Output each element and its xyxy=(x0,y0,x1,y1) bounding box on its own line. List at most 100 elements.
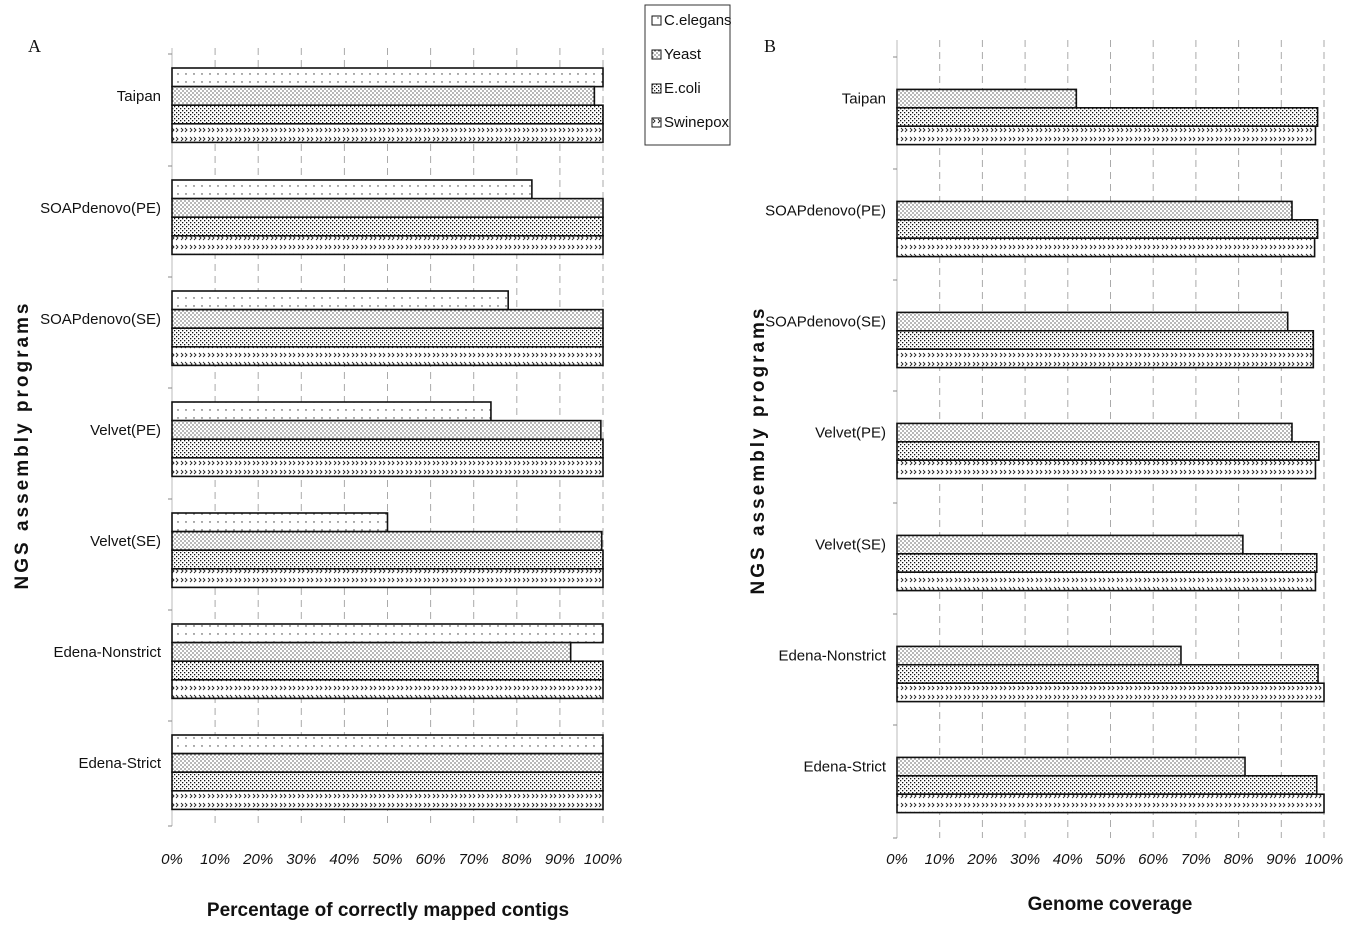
bar-yeast-soapdenovo-se xyxy=(896,311,1289,332)
legend-label-e-coli: E.coli xyxy=(664,80,701,97)
bar-yeast-velvet-se xyxy=(171,530,603,551)
x-tick-label: 20% xyxy=(242,851,273,868)
category-label-velvet-pe: Velvet(PE) xyxy=(815,425,886,442)
legend-swatch-yeast xyxy=(651,49,662,60)
bar-yeast-edena-strict xyxy=(896,756,1246,777)
legend-label-c-elegans: C.elegans xyxy=(664,12,732,29)
x-tick-label: 60% xyxy=(416,851,446,868)
x-tick-label: 100% xyxy=(584,851,622,868)
bar-e-coli-edena-nonstrict xyxy=(171,660,604,681)
category-labels: Taipan SOAPdenovo(PE) SOAPdenovo(SE) Velvet… xyxy=(40,88,162,772)
bar-swinepox-edena-strict xyxy=(896,793,1325,814)
bar-yeast-soapdenovo-pe xyxy=(171,197,604,219)
x-tick-label: 90% xyxy=(1266,851,1296,868)
bar-swinepox-velvet-se xyxy=(171,567,604,589)
bar-swinepox-soapdenovo-pe xyxy=(896,237,1316,258)
bar-yeast-taipan xyxy=(171,85,596,106)
y-axis-title: NGS assembly programs xyxy=(748,306,769,595)
category-label-soapdenovo-pe: SOAPdenovo(PE) xyxy=(40,200,161,217)
category-labels: Taipan SOAPdenovo(PE) SOAPdenovo(SE) Velvet… xyxy=(765,91,887,776)
bar-yeast-taipan xyxy=(896,88,1078,109)
bar-c-elegans-velvet-se xyxy=(171,512,389,533)
bar-yeast-velvet-se xyxy=(896,534,1244,555)
x-axis-title: Percentage of correctly mapped contigs xyxy=(207,900,569,921)
legend-swatch-c-elegans xyxy=(651,15,662,26)
bar-e-coli-edena-strict xyxy=(896,774,1318,795)
x-tick-label: 40% xyxy=(1053,851,1083,868)
category-label-velvet-se: Velvet(SE) xyxy=(90,533,161,550)
bar-c-elegans-soapdenovo-pe xyxy=(171,179,533,200)
bar-e-coli-soapdenovo-se xyxy=(171,327,604,348)
x-axis-title: Genome coverage xyxy=(1028,894,1193,915)
x-tick-labels: 0% 10% 20% 30% 40% 50% 60% 70% 80% 90% 100% xyxy=(161,851,622,868)
x-tick-label: 30% xyxy=(1010,851,1040,868)
bar-group xyxy=(896,88,1325,814)
category-label-edena-nonstrict: Edena-Nonstrict xyxy=(53,644,161,661)
bar-swinepox-velvet-se xyxy=(896,571,1317,592)
bar-yeast-soapdenovo-pe xyxy=(896,200,1293,221)
bar-swinepox-taipan xyxy=(171,123,604,144)
bar-swinepox-soapdenovo-se xyxy=(171,345,604,367)
x-tick-label: 40% xyxy=(329,851,359,868)
legend-swatch-swinepox xyxy=(651,117,662,128)
panel-letter-b: B xyxy=(764,36,776,56)
bar-yeast-edena-nonstrict xyxy=(896,645,1182,666)
category-label-velvet-pe: Velvet(PE) xyxy=(90,422,161,439)
y-axis-title: NGS assembly programs xyxy=(12,301,33,590)
bar-c-elegans-edena-nonstrict xyxy=(171,623,604,644)
category-label-taipan: Taipan xyxy=(117,88,161,105)
bar-yeast-velvet-pe xyxy=(896,422,1293,443)
legend: C.elegans Yeast E.coli Swinepox xyxy=(644,4,732,146)
x-tick-label: 70% xyxy=(1181,851,1211,868)
bar-e-coli-edena-strict xyxy=(171,771,604,792)
x-tick-label: 50% xyxy=(1095,851,1125,868)
x-tick-label: 20% xyxy=(966,851,997,868)
bar-swinepox-edena-strict xyxy=(171,789,604,811)
x-tick-label: 80% xyxy=(502,851,532,868)
panel-letter-a: A xyxy=(28,36,41,56)
bar-c-elegans-soapdenovo-se xyxy=(171,290,509,311)
category-label-taipan: Taipan xyxy=(842,91,886,108)
bar-swinepox-edena-nonstrict xyxy=(171,678,604,700)
x-tick-label: 10% xyxy=(925,851,955,868)
bar-swinepox-velvet-pe xyxy=(896,459,1317,480)
x-tick-label: 90% xyxy=(545,851,575,868)
x-tick-label: 0% xyxy=(161,851,183,868)
bar-c-elegans-taipan xyxy=(171,67,604,88)
bar-e-coli-velvet-se xyxy=(896,552,1318,573)
x-tick-label: 0% xyxy=(886,851,908,868)
x-tick-label: 60% xyxy=(1138,851,1168,868)
panel-b: B Taipan SOAPdenovo(PE) SOAPdenovo(SE) Velv… xyxy=(748,36,1343,915)
bar-yeast-soapdenovo-se xyxy=(171,308,604,330)
category-label-soapdenovo-se: SOAPdenovo(SE) xyxy=(765,314,886,331)
bar-e-coli-soapdenovo-pe xyxy=(896,219,1319,240)
category-label-edena-strict: Edena-Strict xyxy=(78,755,161,772)
bar-e-coli-edena-nonstrict xyxy=(896,663,1319,684)
panel-a: A Taipan SOAPdenovo(PE) SOAPdenovo(SE) Velv… xyxy=(12,36,622,921)
bar-e-coli-taipan xyxy=(896,107,1319,128)
category-label-edena-strict: Edena-Strict xyxy=(803,759,886,776)
bar-e-coli-velvet-se xyxy=(171,549,604,570)
bar-yeast-edena-nonstrict xyxy=(171,641,572,662)
bar-yeast-velvet-pe xyxy=(171,419,602,441)
bar-c-elegans-velvet-pe xyxy=(171,401,492,422)
x-tick-label: 10% xyxy=(200,851,230,868)
x-tick-label: 100% xyxy=(1305,851,1343,868)
bar-e-coli-taipan xyxy=(171,104,604,125)
category-label-velvet-se: Velvet(SE) xyxy=(815,537,886,554)
bar-swinepox-taipan xyxy=(896,125,1317,146)
bar-e-coli-soapdenovo-se xyxy=(896,329,1315,350)
bar-swinepox-edena-nonstrict xyxy=(896,682,1325,703)
x-tick-label: 50% xyxy=(372,851,402,868)
bar-e-coli-velvet-pe xyxy=(896,440,1320,461)
bar-swinepox-soapdenovo-pe xyxy=(171,235,604,256)
bar-group xyxy=(171,67,604,811)
legend-label-yeast: Yeast xyxy=(664,46,702,63)
category-label-edena-nonstrict: Edena-Nonstrict xyxy=(778,648,886,665)
legend-label-swinepox: Swinepox xyxy=(664,114,730,131)
bar-e-coli-soapdenovo-pe xyxy=(171,216,604,237)
bar-swinepox-velvet-pe xyxy=(171,456,604,478)
bar-yeast-edena-strict xyxy=(171,752,604,773)
x-tick-labels: 0% 10% 20% 30% 40% 50% 60% 70% 80% 90% 100% xyxy=(886,851,1343,868)
